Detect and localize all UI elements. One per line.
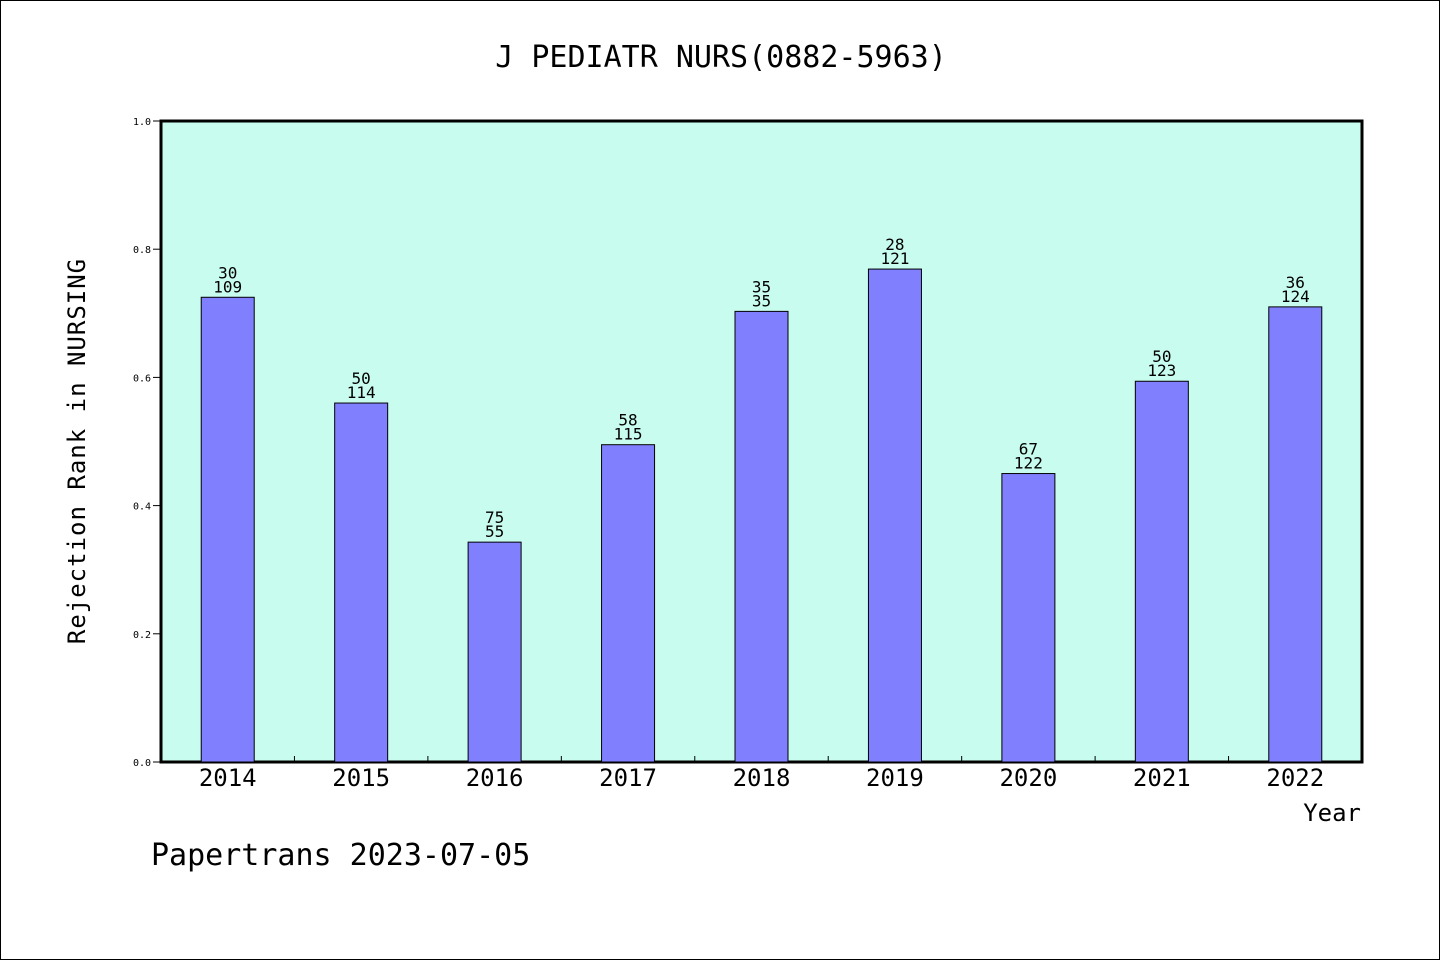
- bar-2019: [867, 268, 922, 763]
- x-tick-label: 2020: [999, 764, 1057, 792]
- x-tick-label: 2019: [866, 764, 924, 792]
- bar-label-bottom: 121: [880, 249, 909, 268]
- bar-label-top: 30: [218, 263, 237, 282]
- bar-label-bottom: 109: [213, 277, 242, 296]
- bar-2018: [734, 310, 789, 763]
- chart-title: J PEDIATR NURS(0882-5963): [495, 40, 947, 75]
- y-axis-label: Rejection Rank in NURSING: [63, 258, 91, 644]
- y-tick-label: 1.0: [133, 117, 151, 128]
- bar-label-top: 50: [352, 369, 371, 388]
- x-tick-label: 2017: [599, 764, 657, 792]
- bar-label-top: 67: [1019, 440, 1038, 459]
- bar-2017: [601, 444, 656, 763]
- bars-group: 3010950114755558115353528121671225012336…: [200, 235, 1323, 763]
- x-axis-label: Year: [1303, 799, 1361, 827]
- y-axis: 0.0 0.2 0.4 0.6 0.8 1.0: [133, 117, 161, 769]
- bar-2022: [1268, 306, 1323, 763]
- bar-label-bottom: 123: [1147, 361, 1176, 380]
- bar-label-bottom: 115: [614, 425, 643, 444]
- bar-label-bottom: 55: [485, 522, 504, 541]
- bar-label-top: 36: [1286, 273, 1305, 292]
- bar-label-top: 58: [618, 411, 637, 430]
- x-axis: 2014 2015 2016 2017 2018 2019 2020 2021 2022: [199, 756, 1324, 792]
- bar-label-bottom: 122: [1014, 454, 1043, 473]
- y-tick-label: 0.6: [133, 373, 151, 384]
- x-tick-label: 2018: [733, 764, 791, 792]
- bar-label-top: 75: [485, 508, 504, 527]
- bar-label-bottom: 124: [1281, 287, 1310, 306]
- bar-2014: [200, 296, 255, 763]
- bar-label-top: 50: [1152, 347, 1171, 366]
- x-tick-label: 2015: [332, 764, 390, 792]
- bar-label-bottom: 35: [752, 291, 771, 310]
- bar-label-top: 28: [885, 235, 904, 254]
- y-tick-label: 0.8: [133, 245, 151, 256]
- y-tick-label: 0.0: [133, 758, 151, 769]
- x-tick-label: 2014: [199, 764, 257, 792]
- bar-2021: [1134, 380, 1189, 763]
- x-tick-label: 2022: [1266, 764, 1324, 792]
- footer-credit: Papertrans 2023-07-05: [151, 838, 530, 873]
- x-tick-label: 2021: [1133, 764, 1191, 792]
- bar-2020: [1001, 473, 1056, 763]
- bar-2015: [334, 402, 389, 763]
- x-tick-label: 2016: [466, 764, 524, 792]
- bar-label-top: 35: [752, 277, 771, 296]
- y-tick-label: 0.4: [133, 502, 151, 513]
- bar-2016: [467, 541, 522, 763]
- bar-label-bottom: 114: [347, 383, 376, 402]
- y-tick-label: 0.2: [133, 630, 151, 641]
